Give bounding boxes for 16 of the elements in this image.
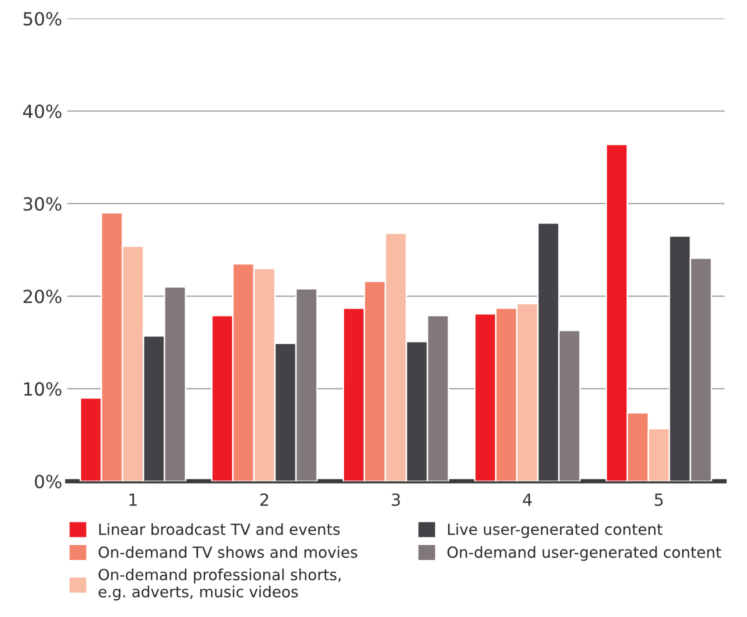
y-tick-label: 30% — [24, 197, 62, 211]
y-tick-label: 20% — [24, 290, 62, 304]
x-tick-label: 2 — [260, 493, 268, 506]
legend-label: On-demand professional shorts, e.g. adverts, music videos — [98, 568, 341, 600]
y-tick-label: 50% — [24, 12, 62, 26]
legend-label: Linear broadcast TV and events — [99, 523, 340, 536]
legend-label: On-demand user-generated content — [447, 546, 722, 561]
x-tick-label: 5 — [654, 494, 663, 506]
legend-label: On-demand TV shows and movies — [98, 546, 358, 558]
legend-label: Live user-generated content — [448, 523, 662, 538]
y-tick-label: 40% — [23, 104, 62, 118]
x-tick-label: 4 — [522, 494, 532, 506]
x-tick-label: 1 — [129, 494, 137, 506]
x-tick-label: 3 — [392, 493, 400, 506]
y-tick-label: 10% — [24, 382, 62, 396]
y-tick-label: 0% — [34, 474, 62, 488]
